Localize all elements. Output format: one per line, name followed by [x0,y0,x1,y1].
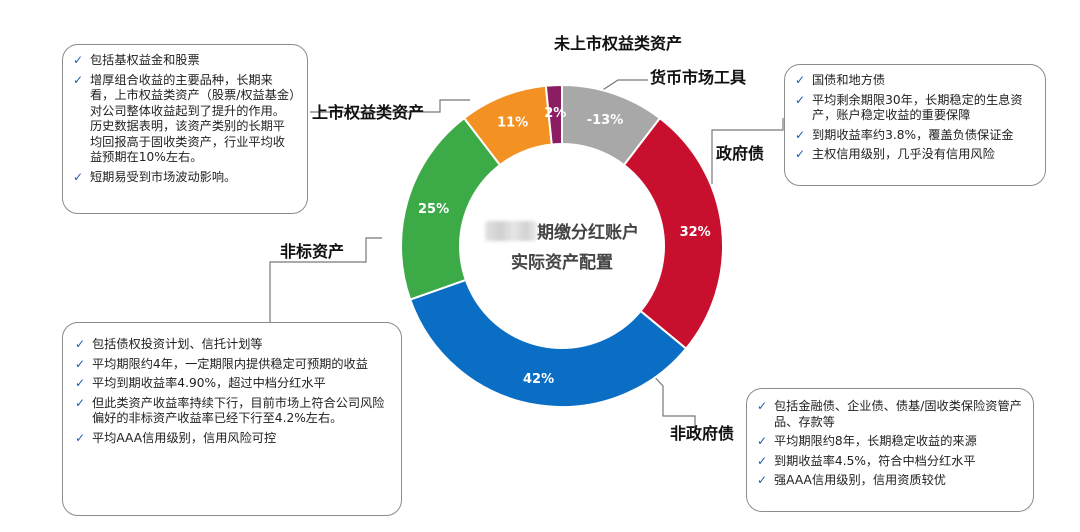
check-icon: ✓ [795,127,806,142]
slice-label-0: -13% [587,113,624,128]
check-icon: ✓ [757,453,768,468]
box-item: ✓ 主权信用级别，几乎没有信用风险 [795,147,995,161]
label-unlisted-equity: 未上市权益类资产 [554,34,683,53]
label-non-standard: 非标资产 [280,242,345,261]
connector-non-gov-bond [649,371,696,428]
label-gov-bond: 政府债 [716,144,765,163]
box-item: ✓ 强AAA信用级别，信用资质较优 [757,473,946,487]
box-item: ✓ 国债和地方债 [795,73,886,87]
box-item: ✓ 包括基权益金和股票 [73,53,200,67]
check-icon: ✓ [795,147,806,161]
check-icon: ✓ [757,399,768,413]
label-money-market: 货币市场工具 [650,68,747,87]
box-item: ✓ 包括债权投资计划、信托计划等 [75,337,263,351]
slice-label-4: 11% [497,115,528,130]
label-listed-equity: 上市权益类资产 [312,103,425,122]
connector-gov-bond [711,118,784,184]
check-icon: ✓ [73,72,84,87]
slice-label-2: 42% [523,372,554,387]
check-icon: ✓ [75,337,86,351]
label-non-gov-bond: 非政府债 [670,424,735,443]
box-item: ✓ 包括金融债、企业债、债基/固收类保险资管产品、存款等 [757,399,1022,429]
center-title-line1: 期缴分红账户 [537,223,639,243]
slice-label-3: 25% [418,202,449,217]
check-icon: ✓ [75,376,86,390]
check-icon: ✓ [73,169,84,184]
check-icon: ✓ [757,434,768,448]
box-item: ✓ 到期收益率约3.8%，覆盖负债保证金 [795,127,1014,142]
center-title-line2: 实际资产配置 [511,253,613,273]
check-icon: ✓ [795,92,806,107]
box-item: ✓ 平均期限约4年，一定期限内提供稳定可预期的收益 [75,356,368,371]
check-icon: ✓ [75,356,86,371]
box-item: ✓ 到期收益率4.5%，符合中档分红水平 [757,453,976,468]
check-icon: ✓ [75,430,86,445]
box-item: ✓ 平均期限约8年，长期稳定收益的来源 [757,434,977,448]
box-item: ✓ 增厚组合收益的主要品种，长期来看，上市权益类资产（股票/权益基金）对公司整体收… [73,72,296,165]
box-item: ✓ 平均剩余期限30年，长期稳定的生息资产，账户稳定收益的重要保障 [795,92,1023,123]
connector-listed-equity [310,99,470,113]
connector-non-standard [269,237,382,322]
slice-label-1: 32% [680,225,711,240]
redacted-blur [485,221,537,241]
box-non-standard: ✓ 包括债权投资计划、信托计划等 ✓ 平均期限约4年，一定期限内提供稳定可预期的收益… [62,322,402,516]
slice-label-5: 2% [544,106,566,121]
box-non-gov-bond: ✓ 包括金融债、企业债、债基/固收类保险资管产品、存款等 ✓ 平均期限约8年，长期稳… [746,388,1034,512]
box-item: ✓ 平均AAA信用级别，信用风险可控 [75,430,277,445]
check-icon: ✓ [795,73,806,87]
connector-money-market [597,79,648,94]
donut-hole [459,143,665,349]
box-gov-bond: ✓ 国债和地方债 ✓ 平均剩余期限30年，长期稳定的生息资产，账户稳定收益的重要保障… [784,64,1046,186]
box-item: ✓ 短期易受到市场波动影响。 [73,169,237,184]
chart-center-title: 期缴分红账户 实际资产配置 [462,218,662,278]
check-icon: ✓ [75,395,86,410]
check-icon: ✓ [757,473,768,487]
box-item: ✓ 但此类资产收益率持续下行，目前市场上符合公司风险偏好的非标资产收益率已经下行至… [75,395,385,426]
check-icon: ✓ [73,53,84,67]
box-listed-equity: ✓ 包括基权益金和股票 ✓ 增厚组合收益的主要品种，长期来看，上市权益类资产（股票/… [62,44,308,214]
box-item: ✓ 平均到期收益率4.90%，超过中档分红水平 [75,376,326,390]
